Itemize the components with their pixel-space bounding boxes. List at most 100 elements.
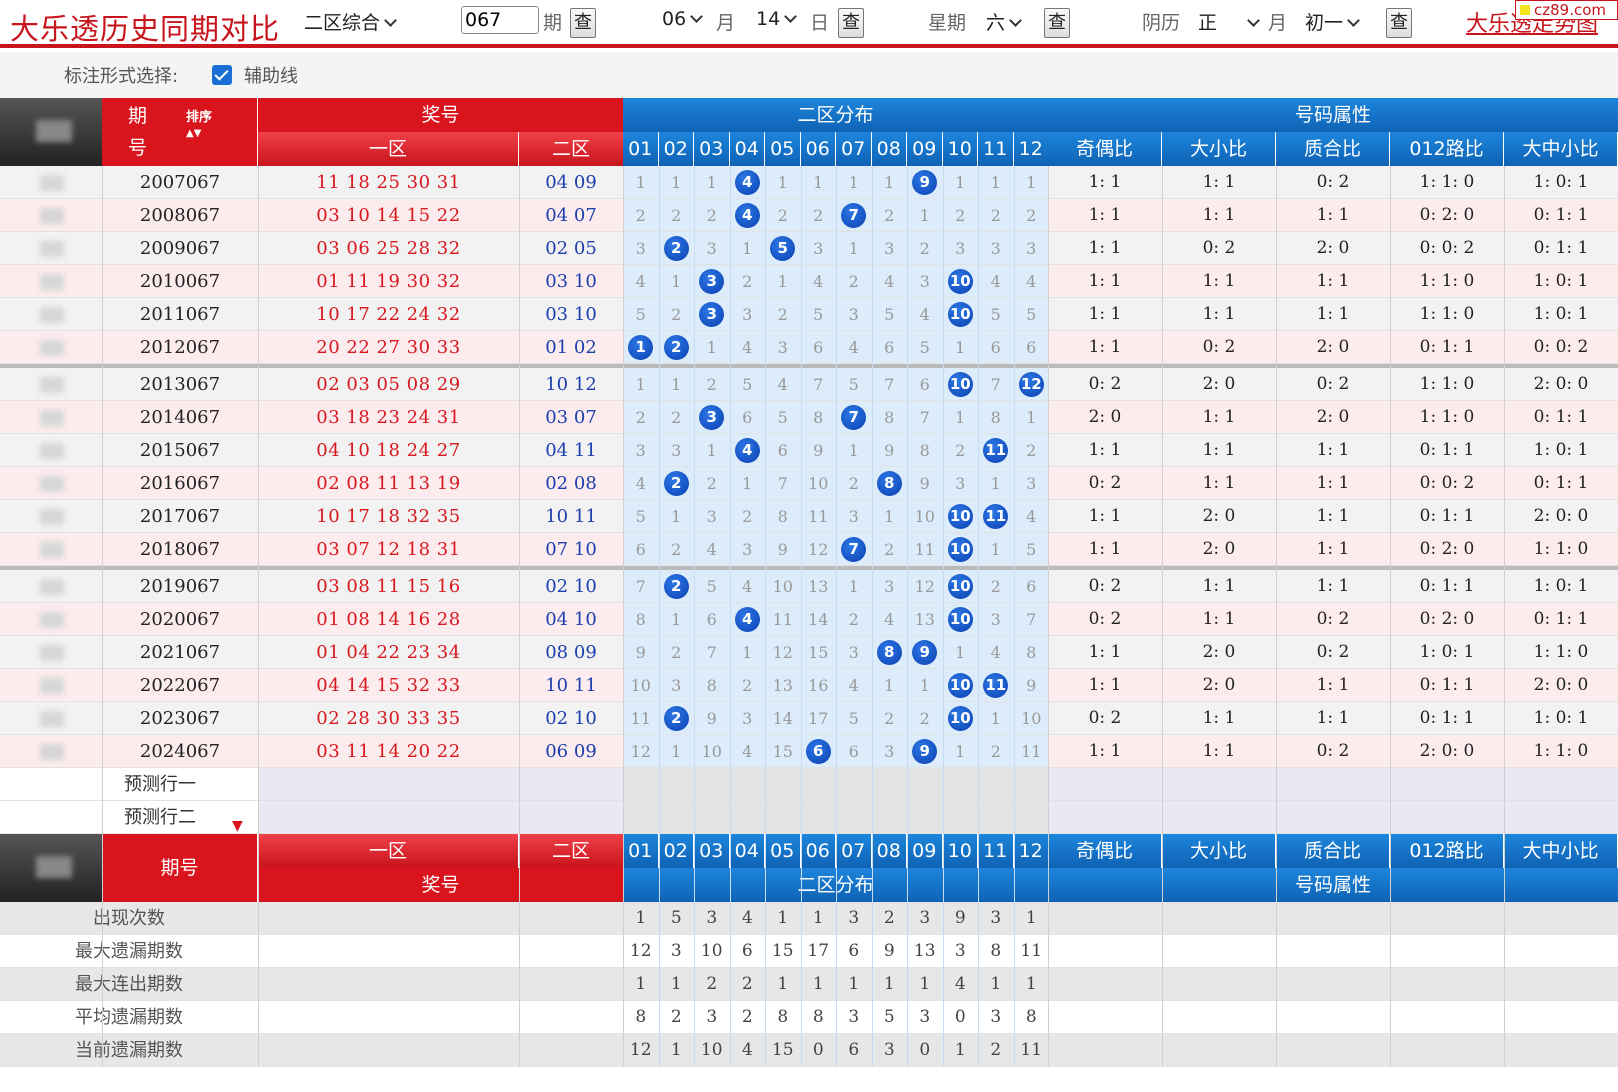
pred-dist-cell[interactable] bbox=[729, 801, 765, 834]
attr-value: 1: 1: 0 bbox=[1390, 298, 1504, 331]
attr-column-footer: 大中小比 bbox=[1504, 834, 1618, 868]
column-divider bbox=[978, 166, 979, 1067]
month-select[interactable]: 06 bbox=[662, 8, 704, 30]
expand-arrow-icon[interactable]: ▼ bbox=[232, 818, 243, 834]
pred-dist-cell[interactable] bbox=[765, 768, 801, 801]
pred-dist-cell[interactable] bbox=[907, 768, 943, 801]
pred-dist-cell[interactable] bbox=[623, 768, 659, 801]
attr-value: 1: 1 bbox=[1048, 298, 1162, 331]
day-select[interactable]: 14 bbox=[756, 8, 798, 30]
group-separator bbox=[0, 364, 1618, 368]
miss-count: 5 bbox=[990, 305, 1001, 324]
pred-dist-cell[interactable] bbox=[1013, 801, 1049, 834]
day-label: 日 bbox=[810, 12, 830, 34]
miss-count: 1 bbox=[671, 375, 682, 394]
pred-dist-cell[interactable] bbox=[871, 801, 907, 834]
ball-column-footer: 11 bbox=[978, 834, 1014, 868]
drawn-ball: 10 bbox=[947, 372, 973, 397]
pred-dist-cell[interactable] bbox=[978, 768, 1014, 801]
sort-toggle[interactable]: 排序 bbox=[186, 110, 213, 125]
pred-dist-cell[interactable] bbox=[623, 801, 659, 834]
miss-count: 5 bbox=[742, 375, 753, 394]
dist-cell: 3 bbox=[694, 500, 730, 533]
miss-count: 4 bbox=[706, 540, 717, 559]
attr-value: 1: 1 bbox=[1048, 331, 1162, 364]
pred-dist-cell[interactable] bbox=[729, 768, 765, 801]
mode-select[interactable]: 二区综合 bbox=[304, 8, 397, 35]
dist-cell: 6 bbox=[765, 434, 801, 467]
lunar-month-select[interactable]: 正 bbox=[1198, 8, 1260, 35]
miss-count: 4 bbox=[742, 742, 753, 761]
pred-dist-cell[interactable] bbox=[800, 768, 836, 801]
miss-count: 2 bbox=[742, 507, 753, 526]
miss-count: 4 bbox=[1026, 507, 1037, 526]
ball-column-header: 05 bbox=[765, 132, 801, 166]
attr-value: 1: 1 bbox=[1276, 500, 1390, 533]
query-weekday-button[interactable]: 查 bbox=[1044, 8, 1070, 38]
miss-count: 9 bbox=[706, 709, 717, 728]
stat-value: 1 bbox=[623, 902, 659, 935]
row-divider bbox=[0, 800, 1618, 801]
miss-count: 3 bbox=[777, 338, 788, 357]
attr-value: 1: 1 bbox=[1162, 401, 1276, 434]
issue-number: 2007067 bbox=[102, 166, 258, 199]
drawn-ball: 9 bbox=[912, 640, 938, 665]
prediction-row-label[interactable]: 预测行二 bbox=[124, 807, 196, 828]
stat-value: 2 bbox=[978, 1034, 1014, 1067]
pred-dist-cell[interactable] bbox=[942, 801, 978, 834]
pred-dist-cell[interactable] bbox=[800, 801, 836, 834]
site-badge[interactable]: cz89.com bbox=[1515, 0, 1618, 20]
pred-dist-cell[interactable] bbox=[871, 768, 907, 801]
issue-input[interactable] bbox=[461, 6, 539, 34]
attr-value: 1: 1 bbox=[1162, 199, 1276, 232]
zone1-numbers: 02 08 11 13 19 bbox=[258, 467, 519, 500]
dist-cell: 7 bbox=[623, 570, 659, 603]
weekday-select[interactable]: 六 bbox=[986, 8, 1022, 35]
miss-count: 2 bbox=[671, 305, 682, 324]
pred-dist-cell[interactable] bbox=[658, 768, 694, 801]
query-issue-button[interactable]: 查 bbox=[570, 8, 596, 38]
dist-cell: 7 bbox=[765, 467, 801, 500]
pred-dist-cell[interactable] bbox=[907, 801, 943, 834]
pred-dist-cell[interactable] bbox=[836, 768, 872, 801]
miss-count: 2 bbox=[884, 206, 895, 225]
dist-cell: 4 bbox=[729, 735, 765, 768]
issue-column-header[interactable]: 期号 排序 ▲▼ bbox=[102, 98, 258, 166]
stat-value: 1 bbox=[623, 968, 659, 1001]
stat-value: 8 bbox=[800, 1001, 836, 1034]
pred-dist-cell[interactable] bbox=[942, 768, 978, 801]
pred-dist-cell[interactable] bbox=[836, 801, 872, 834]
miss-count: 1 bbox=[706, 338, 717, 357]
pred-dist-cell[interactable] bbox=[694, 768, 730, 801]
lunar-day-select[interactable]: 初一 bbox=[1305, 8, 1360, 35]
stat-value: 1 bbox=[1013, 902, 1049, 935]
pred-dist-cell[interactable] bbox=[658, 801, 694, 834]
aux-line-checkbox[interactable] bbox=[212, 65, 232, 85]
zone1-numbers: 20 22 27 30 33 bbox=[258, 331, 519, 364]
pred-dist-cell[interactable] bbox=[978, 801, 1014, 834]
aux-line-label[interactable]: 辅助线 bbox=[244, 66, 298, 87]
stat-value: 6 bbox=[836, 935, 872, 968]
sort-arrows-icon[interactable]: ▲▼ bbox=[186, 128, 202, 139]
prediction-row-label[interactable]: 预测行一 bbox=[124, 774, 196, 795]
row-lead bbox=[0, 702, 102, 735]
miss-count: 9 bbox=[884, 441, 895, 460]
query-date-button[interactable]: 查 bbox=[838, 8, 864, 38]
page-title: 大乐透历史同期对比 bbox=[10, 12, 281, 46]
attr-value: 0: 2 bbox=[1048, 603, 1162, 636]
dist-cell: 7 bbox=[907, 401, 943, 434]
row-lead bbox=[0, 166, 102, 199]
drawn-ball: 11 bbox=[983, 673, 1009, 698]
row-lead bbox=[0, 467, 102, 500]
stat-value: 3 bbox=[836, 1001, 872, 1034]
miss-count: 2 bbox=[955, 206, 966, 225]
pred-dist-cell[interactable] bbox=[694, 801, 730, 834]
dist-cell: 10 bbox=[942, 500, 978, 533]
pred-dist-cell[interactable] bbox=[1013, 768, 1049, 801]
pred-dist-cell[interactable] bbox=[765, 801, 801, 834]
dist-cell: 1 bbox=[942, 735, 978, 768]
dist-cell: 5 bbox=[623, 500, 659, 533]
dist-cell: 2 bbox=[658, 199, 694, 232]
query-lunar-button[interactable]: 查 bbox=[1386, 8, 1412, 38]
attr-value: 2: 0 bbox=[1276, 331, 1390, 364]
